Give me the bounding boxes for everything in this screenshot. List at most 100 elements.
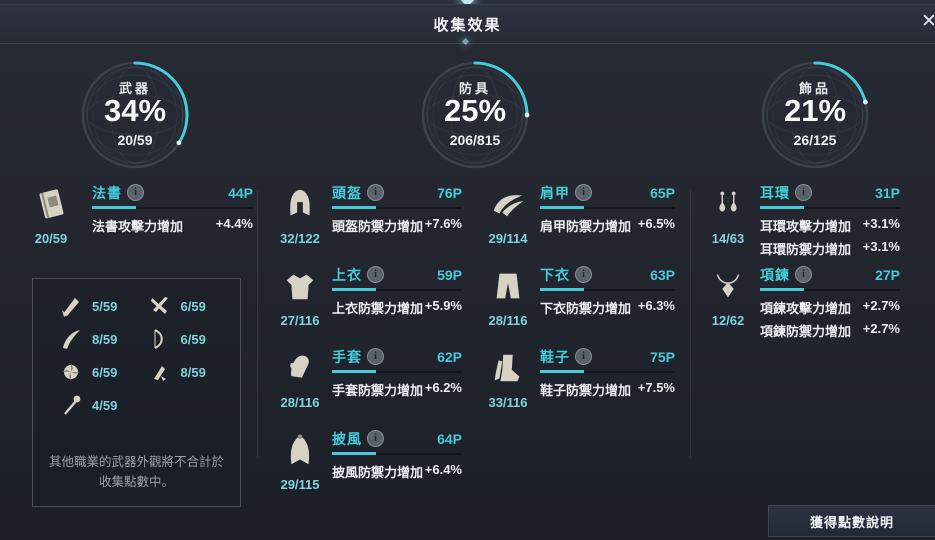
entry-underline bbox=[332, 288, 462, 291]
item-points: 64P bbox=[437, 430, 462, 447]
info-icon[interactable] bbox=[795, 266, 812, 283]
other-weapon-count: 6/59 bbox=[92, 364, 118, 380]
info-icon[interactable] bbox=[575, 184, 592, 201]
entry-underline bbox=[540, 288, 675, 291]
other-weapon-item: 6/59 bbox=[148, 293, 225, 319]
other-weapon-count: 8/59 bbox=[180, 364, 206, 380]
item-points: 62P bbox=[437, 348, 462, 365]
item-entry: 20/59 法書 44P 法書攻擊力增加 +4.4% bbox=[28, 183, 253, 246]
spellbook-icon bbox=[31, 183, 71, 225]
effect-value: +2.7% bbox=[862, 298, 900, 313]
item-points: 44P bbox=[228, 184, 253, 201]
effect-label: 肩甲防禦力增加 bbox=[540, 219, 632, 234]
item-entry: 28/116 手套 62P 手套防禦力增加+6.2% bbox=[280, 347, 462, 410]
item-points: 76P bbox=[437, 184, 462, 201]
other-weapon-item: 5/59 bbox=[59, 293, 136, 319]
item-count: 14/63 bbox=[711, 231, 745, 246]
gauge-percent: 21% bbox=[783, 93, 847, 128]
entry-underline bbox=[92, 206, 253, 209]
effect-label: 頭盔防禦力增加 bbox=[332, 219, 424, 234]
gauge-ring bbox=[421, 61, 530, 169]
column-divider bbox=[257, 190, 258, 458]
item-name: 法書 bbox=[92, 184, 122, 201]
helmet-icon bbox=[281, 183, 319, 225]
gauge-label: 防具 bbox=[458, 81, 491, 96]
necklace-icon bbox=[709, 265, 747, 307]
effect-label: 鞋子防禦力增加 bbox=[540, 383, 632, 398]
effect-value: +5.9% bbox=[424, 298, 462, 313]
item-entry: 32/122 頭盔 76P 頭盔防禦力增加+7.6% bbox=[280, 183, 462, 246]
item-entry: 29/115 披風 64P 披風防禦力增加+6.4% bbox=[280, 429, 462, 492]
effect-value: +7.5% bbox=[637, 380, 675, 395]
item-points: 65P bbox=[650, 184, 675, 201]
info-icon[interactable] bbox=[367, 266, 384, 283]
item-count: 32/122 bbox=[280, 231, 320, 246]
item-points: 27P bbox=[875, 266, 900, 283]
entry-underline bbox=[332, 452, 462, 455]
item-count: 29/114 bbox=[488, 231, 528, 246]
entry-underline bbox=[760, 288, 900, 291]
chakram-icon bbox=[62, 363, 80, 381]
gauge-accessory: 飾品 21% 26/125 bbox=[735, 56, 895, 174]
entry-underline bbox=[332, 206, 462, 209]
page-title: 收集效果 bbox=[433, 16, 502, 34]
entry-underline bbox=[540, 206, 675, 209]
effect-label: 耳環防禦力增加 bbox=[760, 242, 852, 257]
info-icon[interactable] bbox=[575, 348, 592, 365]
gauge-count: 20/59 bbox=[117, 132, 153, 148]
gauge-ring bbox=[81, 61, 189, 169]
other-weapon-count: 6/59 bbox=[180, 298, 206, 314]
points-info-button[interactable]: 獲得點數說明 bbox=[768, 505, 935, 537]
column-divider bbox=[690, 190, 691, 458]
effect-value: +2.7% bbox=[862, 321, 900, 336]
effect-value: +6.4% bbox=[424, 462, 462, 477]
info-icon[interactable] bbox=[127, 184, 144, 201]
gauge-count: 206/815 bbox=[449, 132, 501, 148]
gauge-percent: 25% bbox=[443, 93, 507, 128]
close-icon[interactable]: ✕ bbox=[921, 10, 935, 32]
other-weapon-count: 6/59 bbox=[180, 331, 206, 347]
item-count: 20/59 bbox=[34, 231, 68, 246]
effect-label: 項鍊攻擊力增加 bbox=[760, 301, 852, 316]
info-icon[interactable] bbox=[795, 184, 812, 201]
item-count: 28/116 bbox=[280, 395, 320, 410]
pauldron-icon bbox=[489, 183, 527, 225]
item-count: 27/116 bbox=[280, 313, 320, 328]
effect-label: 耳環攻擊力增加 bbox=[760, 219, 852, 234]
boots-icon bbox=[489, 347, 527, 389]
item-count: 12/62 bbox=[711, 313, 745, 328]
staff-icon bbox=[64, 395, 81, 415]
effect-value: +6.2% bbox=[424, 380, 462, 395]
info-icon[interactable] bbox=[367, 184, 384, 201]
other-weapons-note: 其他職業的武器外觀將不合計於收集點數中。 bbox=[48, 455, 224, 489]
other-weapon-count: 5/59 bbox=[92, 298, 118, 314]
other-weapon-item: 6/59 bbox=[59, 359, 136, 385]
effect-label: 法書攻擊力增加 bbox=[92, 219, 184, 234]
effect-label: 披風防禦力增加 bbox=[332, 465, 424, 480]
item-points: 75P bbox=[650, 348, 675, 365]
item-entry: 29/114 肩甲 65P 肩甲防禦力增加 +6.5% bbox=[488, 183, 675, 246]
item-points: 63P bbox=[650, 266, 675, 283]
gauge-weapon: 武器 34% 20/59 bbox=[55, 56, 215, 174]
item-points: 31P bbox=[875, 184, 900, 201]
item-name: 手套 bbox=[332, 348, 362, 365]
dual-swords-icon bbox=[150, 297, 168, 314]
other-weapon-item: 8/59 bbox=[59, 326, 136, 352]
top-armor-icon bbox=[281, 265, 319, 307]
item-count: 33/116 bbox=[488, 395, 528, 410]
other-weapon-count: 8/59 bbox=[92, 331, 118, 347]
info-icon[interactable] bbox=[367, 348, 384, 365]
info-icon[interactable] bbox=[575, 266, 592, 283]
effect-label: 下衣防禦力增加 bbox=[540, 301, 632, 316]
other-weapon-count: 4/59 bbox=[92, 397, 118, 413]
item-name: 下衣 bbox=[540, 266, 570, 283]
info-icon[interactable] bbox=[367, 430, 384, 447]
gauge-ring bbox=[761, 61, 869, 169]
item-name: 披風 bbox=[332, 430, 362, 447]
item-count: 28/116 bbox=[488, 313, 528, 328]
earrings-icon bbox=[709, 183, 747, 225]
item-name: 頭盔 bbox=[332, 184, 362, 201]
effect-value: +4.4% bbox=[215, 216, 253, 231]
other-weapons-box: 5/59 6/59 8/59 6/59 6/59 8/59 bbox=[32, 278, 241, 507]
item-entry: 27/116 上衣 59P 上衣防禦力增加+5.9% bbox=[280, 265, 462, 328]
